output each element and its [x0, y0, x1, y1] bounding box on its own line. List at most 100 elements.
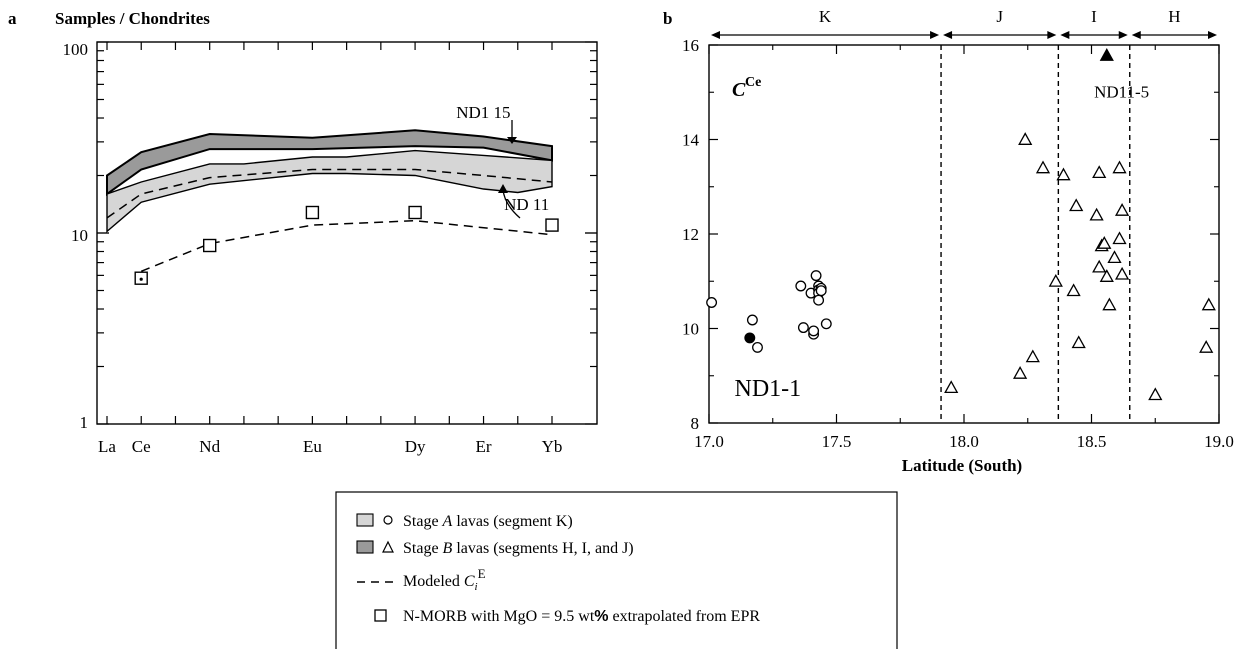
stage-b-point — [1107, 250, 1122, 264]
stage-b-point — [1066, 283, 1081, 297]
stage-b-point — [1097, 236, 1112, 249]
stage-a-point — [815, 285, 827, 297]
annotation-nd1-15: ND1 15 — [456, 103, 510, 122]
stage-b-point — [1089, 207, 1104, 221]
legend-swatch-stage-b — [356, 540, 374, 554]
stage-a-point — [795, 280, 807, 292]
legend-label-nmorb: N-MORB with MgO = 9.5 wt% extrapolated f… — [403, 608, 760, 625]
category-label: Dy — [405, 437, 426, 456]
stage-b-point — [1099, 269, 1114, 282]
stage-b-point — [1071, 335, 1086, 349]
stage-b-point — [1035, 160, 1051, 174]
stage-b-point — [1012, 366, 1028, 379]
legend-label-stage-b: Stage B lavas (segments H, I, and J) — [403, 540, 634, 557]
highlighted-point-nd11-5 — [1099, 48, 1114, 61]
stage-b-point — [1201, 297, 1216, 311]
segment-arrowhead — [1118, 31, 1128, 39]
x-tick-label: 18.0 — [949, 432, 979, 451]
stage-b-point — [1025, 349, 1040, 363]
segment-arrowhead — [1131, 31, 1141, 39]
legend-swatch-stage-a — [356, 513, 374, 527]
nmorb-point — [305, 205, 320, 220]
panel-b-y-label-superscript: Ce — [745, 75, 761, 90]
category-label: Ce — [132, 437, 151, 456]
modeled-band-line — [106, 168, 553, 219]
panel-a-axis-ticks — [97, 41, 597, 425]
category-label: Yb — [542, 437, 563, 456]
stage-b-point — [944, 380, 959, 394]
stage-a-point — [797, 322, 809, 334]
annotation-nd1-1: ND1-1 — [735, 376, 802, 402]
stage-a-point — [746, 314, 758, 326]
stage-a-point — [706, 297, 718, 308]
y-tick-label: 10 — [682, 320, 699, 339]
stage-b-point — [1102, 297, 1117, 311]
band-stage_a — [106, 149, 553, 233]
panel-b-y-label: C — [732, 79, 746, 101]
legend-square-marker — [374, 609, 387, 622]
panel-a-ytick-label: 100 — [63, 40, 89, 59]
category-label: La — [98, 437, 116, 456]
panel-a: a Samples / Chondrites 1 10 100 La Ce Nd Eu… — [8, 9, 598, 456]
annotation-nd11-5: ND11-5 — [1094, 82, 1149, 101]
legend-label-stage-a: Stage A lavas (segment K) — [403, 513, 573, 530]
legend-item-modeled: Modeled CiE — [357, 566, 486, 593]
stage-b-point — [1112, 160, 1127, 174]
panel-a-category-labels: La Ce Nd Eu Dy Er Yb — [98, 437, 562, 456]
x-tick-label: 18.5 — [1077, 432, 1107, 451]
category-label: Er — [475, 437, 491, 456]
legend-circle-marker — [383, 515, 393, 525]
y-tick-label: 12 — [682, 225, 699, 244]
panel-a-plot-frame — [96, 41, 598, 425]
stage-b-point — [1092, 259, 1107, 273]
nmorb-point-layer — [134, 205, 559, 285]
legend-frame — [335, 491, 898, 649]
segment-label: H — [1168, 7, 1180, 26]
annotation-nd-11: ND 11 — [504, 195, 549, 214]
x-tick-label: 17.5 — [822, 432, 852, 451]
scatter-point-layer — [706, 48, 1216, 401]
legend-label-modeled: Modeled CiE — [403, 566, 486, 593]
model-line-layer — [106, 168, 553, 272]
stage-b-point — [1018, 132, 1033, 145]
segment-arrowhead — [930, 31, 940, 39]
legend-triangle-marker — [382, 540, 394, 553]
band-layer — [106, 129, 553, 233]
legend-item-nmorb: N-MORB with MgO = 9.5 wt% extrapolated f… — [374, 608, 760, 625]
stage-a-point — [820, 318, 832, 330]
panel-b-x-label: Latitude (South) — [902, 456, 1022, 475]
highlighted-point-nd1-1 — [744, 332, 756, 344]
modeled-nmorb-line — [140, 219, 553, 272]
stage-b-point — [1048, 273, 1063, 287]
panel-a-ytick-label: 1 — [80, 413, 89, 432]
stage-b-point — [1112, 231, 1127, 245]
y-tick-label: 8 — [691, 414, 700, 433]
panel-b-label: b — [663, 9, 672, 28]
segment-arrowhead — [1047, 31, 1057, 39]
stage-b-point — [1148, 387, 1163, 401]
stage-b-point — [1056, 167, 1071, 181]
y-tick-label: 14 — [682, 131, 700, 150]
x-tick-label: 17.0 — [694, 432, 724, 451]
stage-b-point — [1114, 266, 1130, 280]
nmorb-point — [408, 205, 422, 220]
stage-a-point — [810, 270, 822, 282]
segment-arrowhead — [711, 31, 720, 39]
nmorb-point — [202, 238, 217, 253]
annotation-arrowhead — [498, 184, 508, 193]
stage-b-point — [1114, 203, 1130, 216]
nmorb-point — [545, 218, 559, 232]
stage-b-point — [1069, 198, 1084, 212]
nmorb-point-dot — [139, 277, 143, 281]
panel-a-title: Samples / Chondrites — [55, 9, 210, 28]
segment-arrowhead — [1208, 31, 1217, 39]
legend-item-stage-a: Stage A lavas (segment K) — [356, 513, 573, 530]
y-tick-label: 16 — [682, 36, 699, 55]
stage-b-point — [1092, 165, 1107, 179]
segment-label: K — [819, 7, 832, 26]
stage-a-point — [808, 325, 820, 337]
segment-label: I — [1091, 7, 1097, 26]
panel-b-plot-frame — [708, 44, 1220, 424]
segment-arrowhead — [943, 31, 953, 39]
